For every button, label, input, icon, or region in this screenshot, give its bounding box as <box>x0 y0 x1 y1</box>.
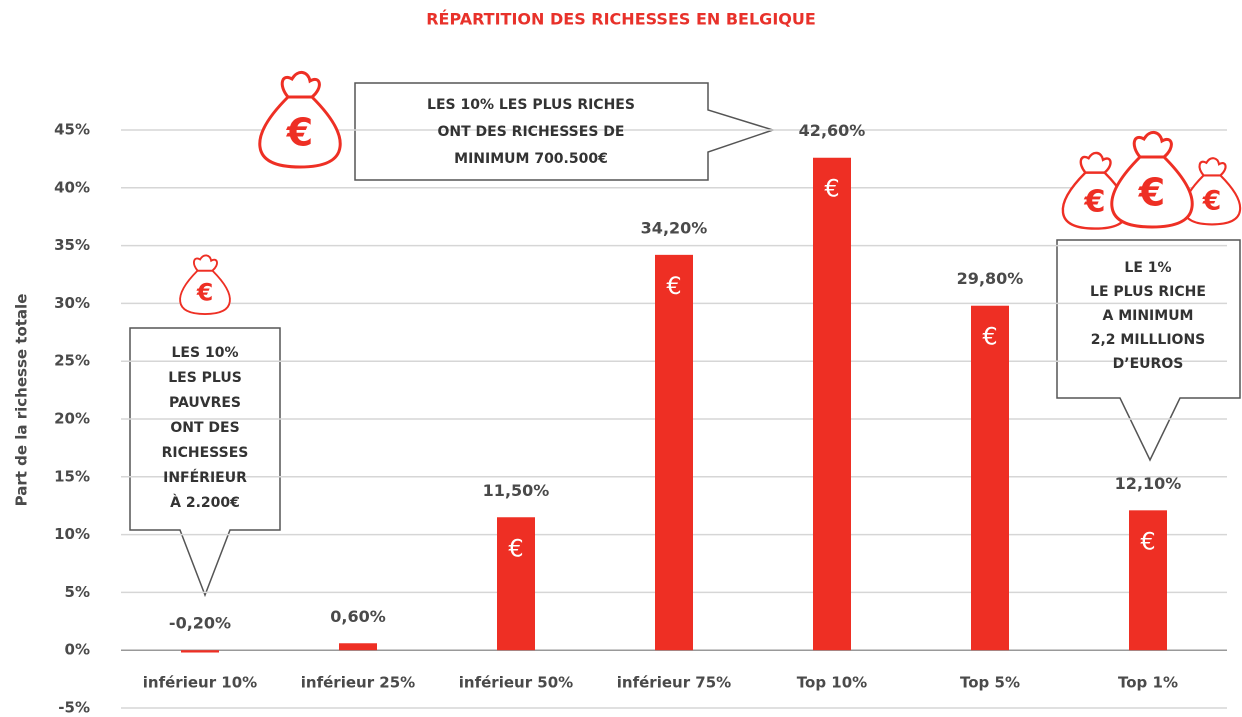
bar-symbol: € <box>1140 527 1155 555</box>
y-tick-label: 0% <box>65 641 90 659</box>
bar-symbol: € <box>982 323 997 351</box>
y-tick-label: 45% <box>54 121 90 139</box>
annotation: LE 1% <box>1124 260 1171 276</box>
bar <box>813 157 851 651</box>
bag-symbol: € <box>1138 171 1165 215</box>
annotation: ONT DES RICHESSES DE <box>438 124 625 140</box>
money-bag: € <box>1182 157 1242 226</box>
value-label: 0,60% <box>330 607 386 626</box>
bar-symbol: € <box>666 272 681 300</box>
y-tick-label: 15% <box>54 467 90 485</box>
bag-body <box>258 95 342 169</box>
annotation: MINIMUM 700.500€ <box>454 151 608 167</box>
y-tick-label: 30% <box>54 294 90 312</box>
x-tick-label: inférieur 25% <box>301 674 415 692</box>
x-tick-label: Top 5% <box>960 674 1020 692</box>
bag-symbol: € <box>196 279 213 307</box>
bag-top <box>193 254 218 272</box>
annotation: PAUVRES <box>169 395 241 411</box>
y-axis-label: Part de la richesse totale <box>13 294 31 507</box>
bag-body <box>179 269 231 315</box>
y-tick-label: 40% <box>54 178 90 196</box>
y-tick-label: 25% <box>54 352 90 370</box>
x-tick-label: inférieur 10% <box>143 674 257 692</box>
money-bag: € <box>179 254 231 315</box>
bar-symbol: € <box>824 175 839 203</box>
x-tick-label: Top 1% <box>1118 674 1178 692</box>
x-tick-label: inférieur 50% <box>459 674 573 692</box>
annotation: LES PLUS <box>168 370 242 386</box>
y-tick-label: 10% <box>54 525 90 543</box>
y-tick-label: -5% <box>58 699 90 717</box>
y-tick-label: 20% <box>54 410 90 428</box>
money-bag: € <box>1110 131 1194 229</box>
bar-symbol: € <box>508 534 523 562</box>
annotation: LE PLUS RICHE <box>1090 284 1206 300</box>
x-tick-label: inférieur 75% <box>617 674 731 692</box>
y-tick-label: 35% <box>54 236 90 254</box>
bar <box>497 517 535 651</box>
x-tick-label: Top 10% <box>797 674 867 692</box>
annotation: LES 10% <box>172 345 239 361</box>
bar <box>181 650 219 653</box>
bag-symbol: € <box>286 111 313 155</box>
annotation: D’EUROS <box>1113 356 1184 372</box>
bag-top <box>280 71 321 99</box>
bag-symbol: € <box>1202 186 1222 217</box>
bar <box>971 305 1009 651</box>
annotation: INFÉRIEUR <box>163 469 247 486</box>
value-label: 12,10% <box>1115 474 1182 493</box>
callout <box>1056 239 1241 462</box>
annotation: RICHESSES <box>162 445 249 461</box>
callout <box>129 327 281 598</box>
money-bag: € <box>258 71 342 169</box>
bag-top <box>1079 151 1112 174</box>
bag-body <box>1110 155 1194 229</box>
value-label: 29,80% <box>957 269 1024 288</box>
annotation: À 2.200€ <box>170 494 240 511</box>
bar <box>1129 510 1167 651</box>
bar <box>655 254 693 651</box>
chart-title: RÉPARTITION DES RICHESSES EN BELGIQUE <box>426 10 816 29</box>
value-label: 11,50% <box>483 481 550 500</box>
annotation: LES 10% LES PLUS RICHES <box>427 97 635 113</box>
y-tick-label: 5% <box>65 583 90 601</box>
bag-top <box>1198 157 1227 177</box>
value-label: 42,60% <box>799 121 866 140</box>
annotation: A MINIMUM <box>1102 308 1193 324</box>
bag-symbol: € <box>1083 185 1105 220</box>
callout <box>354 82 776 181</box>
value-label: -0,20% <box>169 614 231 633</box>
annotation: ONT DES <box>170 420 239 436</box>
value-label: 34,20% <box>641 218 708 237</box>
annotation: 2,2 MILLLIONS <box>1091 332 1206 348</box>
bar <box>339 643 377 651</box>
bag-top <box>1132 131 1173 159</box>
